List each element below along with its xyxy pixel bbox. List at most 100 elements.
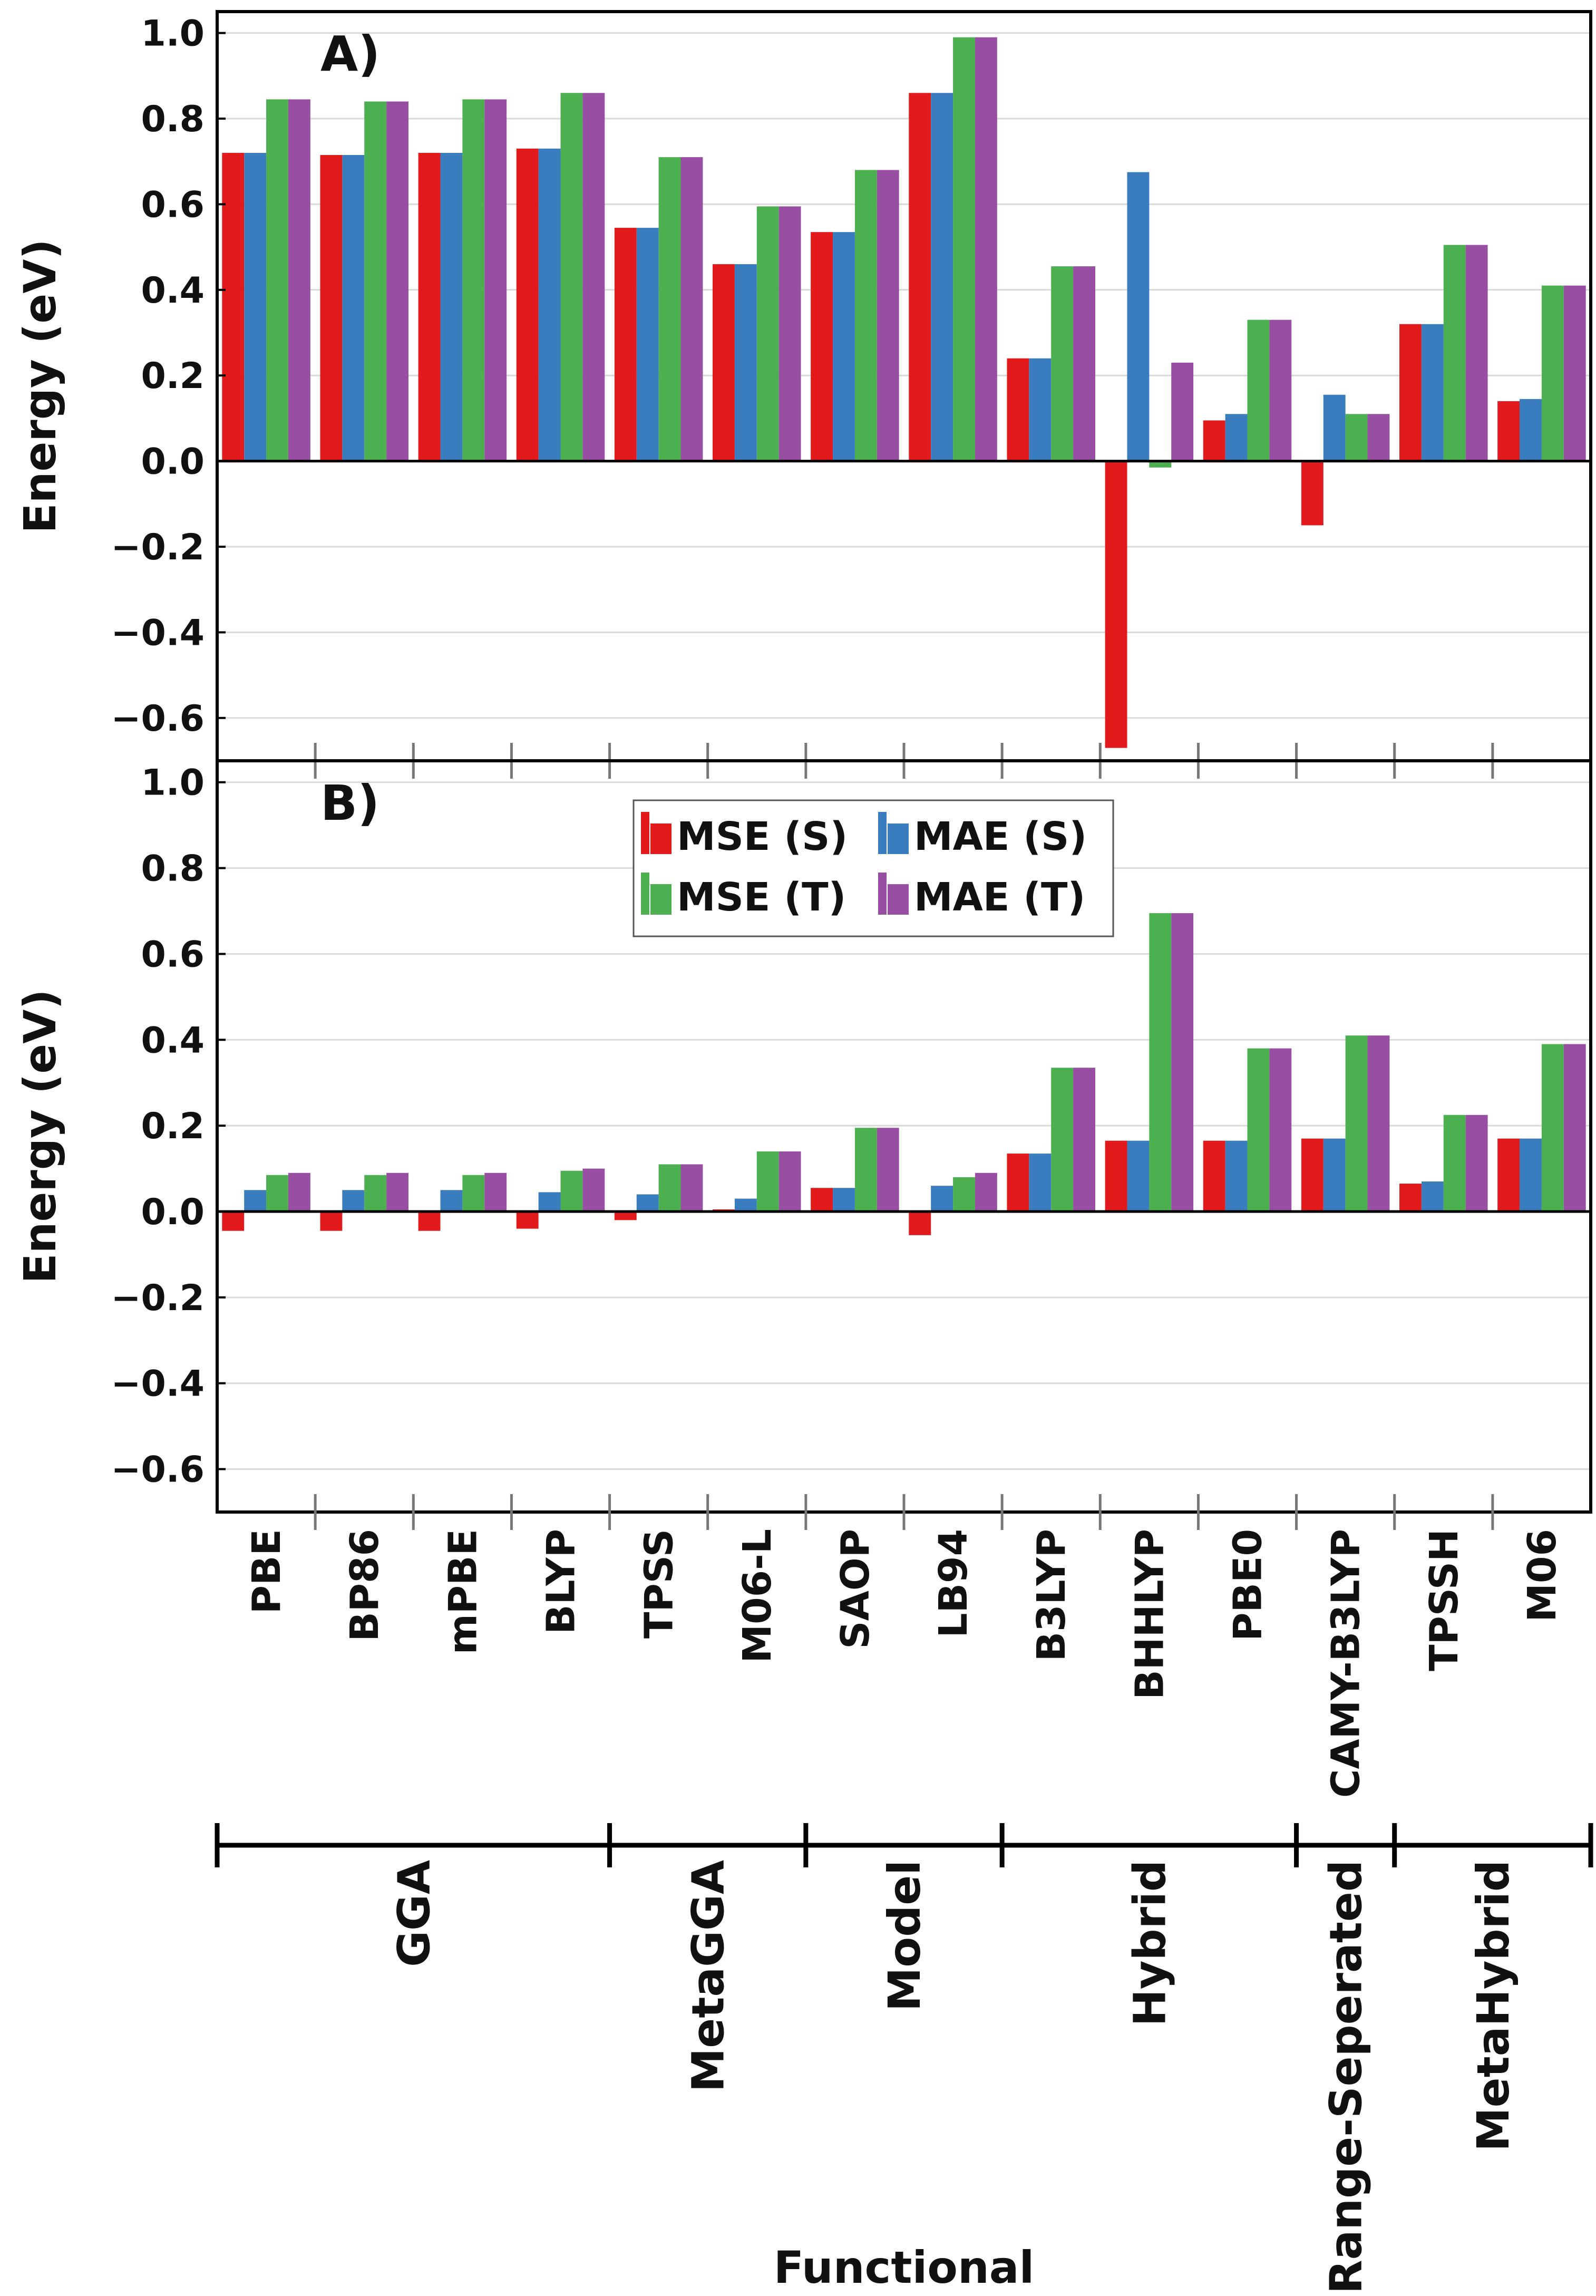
bar-mae-t-b3lyp (1073, 1068, 1095, 1212)
bar-mse-t-bp86 (364, 1175, 387, 1212)
bar-mae-t-bhhlyp (1171, 913, 1194, 1212)
bar-mae-s-m06-l (734, 264, 757, 461)
bar-mse-t-pbe0 (1247, 1048, 1270, 1212)
bar-mse-s-tpss (614, 1212, 637, 1220)
bar-mse-t-m06 (1541, 285, 1564, 461)
bar-mae-t-pbe0 (1269, 319, 1292, 461)
bar-mse-s-saop (811, 232, 833, 461)
bar-mse-t-tpss (658, 1164, 681, 1212)
y-tick-label: 0.8 (141, 848, 205, 890)
bar-mse-s-tpss (614, 228, 637, 461)
bar-mae-t-pbe0 (1269, 1048, 1292, 1212)
legend-entry-label: MSE (T) (677, 875, 846, 920)
group-label: MetaHybrid (1467, 1860, 1519, 2152)
y-tick-label: 0.2 (141, 355, 205, 397)
bar-mae-t-m06 (1563, 285, 1586, 461)
bar-mse-s-pbe0 (1203, 420, 1225, 461)
bar-mae-s-tpss (636, 1194, 659, 1212)
category-label: BLYP (539, 1529, 584, 1634)
bar-mae-t-tpss (680, 157, 703, 461)
bar-mae-s-camy-b3lyp (1323, 394, 1346, 461)
bar-mae-s-b3lyp (1029, 1154, 1052, 1212)
bar-mse-s-m06 (1497, 1138, 1520, 1212)
bar-mse-t-blyp (560, 1170, 583, 1212)
bar-mse-t-bp86 (364, 101, 387, 461)
category-label: mPBE (440, 1529, 485, 1654)
legend-entry-label: MAE (S) (914, 814, 1087, 859)
bar-mse-s-saop (811, 1188, 833, 1212)
y-axis-title: Energy (eV) (14, 989, 66, 1283)
category-label: LB94 (931, 1529, 976, 1638)
y-tick-label: −0.2 (111, 527, 205, 568)
bar-mse-t-m06-l (756, 1151, 779, 1212)
y-tick-label: 0.4 (141, 270, 205, 312)
bar-mse-s-m06-l (713, 264, 735, 461)
y-tick-label: −0.4 (111, 612, 205, 654)
bar-mae-s-mpbe (440, 152, 463, 461)
bar-mse-s-blyp (516, 1212, 539, 1229)
bar-mae-t-m06 (1563, 1044, 1586, 1212)
bar-mse-s-bhhlyp (1105, 1140, 1127, 1212)
bar-mse-s-pbe0 (1203, 1140, 1225, 1212)
group-label: Hybrid (1124, 1860, 1175, 2027)
bar-mae-s-mpbe (440, 1190, 463, 1212)
legend-swatch (650, 884, 672, 915)
bar-mae-t-m06-l (778, 206, 801, 461)
bar-mse-s-camy-b3lyp (1301, 461, 1323, 526)
bar-mae-s-blyp (538, 148, 561, 461)
bar-mae-t-bp86 (386, 101, 408, 461)
bar-mse-t-lb94 (953, 1177, 975, 1212)
y-tick-label: −0.4 (111, 1363, 205, 1405)
bar-mse-t-saop (854, 1128, 877, 1212)
y-tick-label: 0.0 (141, 1191, 205, 1233)
panel-a: −0.6 −0.4 −0.2 0.0 0.2 0.4 0.6 0.8 1.0 Energy (eV… (14, 10, 1592, 779)
bar-mse-s-pbe (222, 152, 245, 461)
bar-mae-s-saop (833, 1188, 855, 1212)
bar-mae-s-blyp (538, 1192, 561, 1212)
y-tick-label: 0.2 (141, 1106, 205, 1147)
bar-mse-s-lb94 (909, 93, 931, 461)
legend-swatch (641, 812, 649, 854)
bar-mse-t-camy-b3lyp (1345, 414, 1368, 461)
bar-mae-s-bp86 (342, 1190, 365, 1212)
panel-b: −0.6 −0.4 −0.2 0.0 0.2 0.4 0.6 0.8 1.0 Energy (eV… (14, 759, 1592, 1530)
category-label: BP86 (342, 1529, 387, 1642)
bar-mae-t-blyp (582, 93, 605, 461)
x-axis-title: Functional (774, 2242, 1035, 2293)
bar-mae-t-b3lyp (1073, 266, 1095, 461)
bar-mse-t-m06 (1541, 1044, 1564, 1212)
group-label: Range-Seperated (1320, 1860, 1372, 2294)
y-tick-label: 0.6 (141, 934, 205, 975)
bar-mae-s-m06 (1520, 1138, 1542, 1212)
bar-mae-s-bhhlyp (1127, 172, 1150, 461)
bar-mse-s-mpbe (418, 152, 441, 461)
bar-mse-s-b3lyp (1007, 1154, 1029, 1212)
bar-mae-t-blyp (582, 1168, 605, 1212)
group-label: GGA (388, 1860, 440, 1967)
legend-swatch (888, 884, 909, 915)
bar-mse-t-mpbe (462, 1175, 485, 1212)
bar-mae-s-camy-b3lyp (1323, 1138, 1346, 1212)
bar-mae-t-bp86 (386, 1173, 408, 1212)
y-tick-label: 1.0 (141, 13, 205, 55)
bar-mse-t-b3lyp (1051, 1068, 1074, 1212)
legend-swatch (641, 873, 649, 915)
bar-mse-s-lb94 (909, 1212, 931, 1235)
bar-mse-t-saop (854, 170, 877, 461)
bar-mae-t-tpssh (1465, 1115, 1488, 1212)
y-tick-label: 0.8 (141, 99, 205, 140)
bar-mae-s-tpssh (1421, 324, 1444, 461)
bar-mse-s-camy-b3lyp (1301, 1138, 1323, 1212)
bar-mae-s-m06 (1520, 399, 1542, 461)
bar-mae-s-pbe0 (1225, 414, 1248, 461)
bar-mae-s-bp86 (342, 155, 365, 461)
bar-mse-s-mpbe (418, 1212, 441, 1231)
bar-mae-t-saop (877, 170, 899, 461)
bar-mse-t-bhhlyp (1149, 461, 1172, 468)
y-axis-title: Energy (eV) (14, 239, 66, 533)
bar-mse-s-pbe (222, 1212, 245, 1231)
bar-mae-s-pbe0 (1225, 1140, 1248, 1212)
y-tick-label: −0.6 (111, 698, 205, 740)
bar-mse-s-tpssh (1399, 1184, 1422, 1212)
bar-mse-s-tpssh (1399, 324, 1422, 461)
